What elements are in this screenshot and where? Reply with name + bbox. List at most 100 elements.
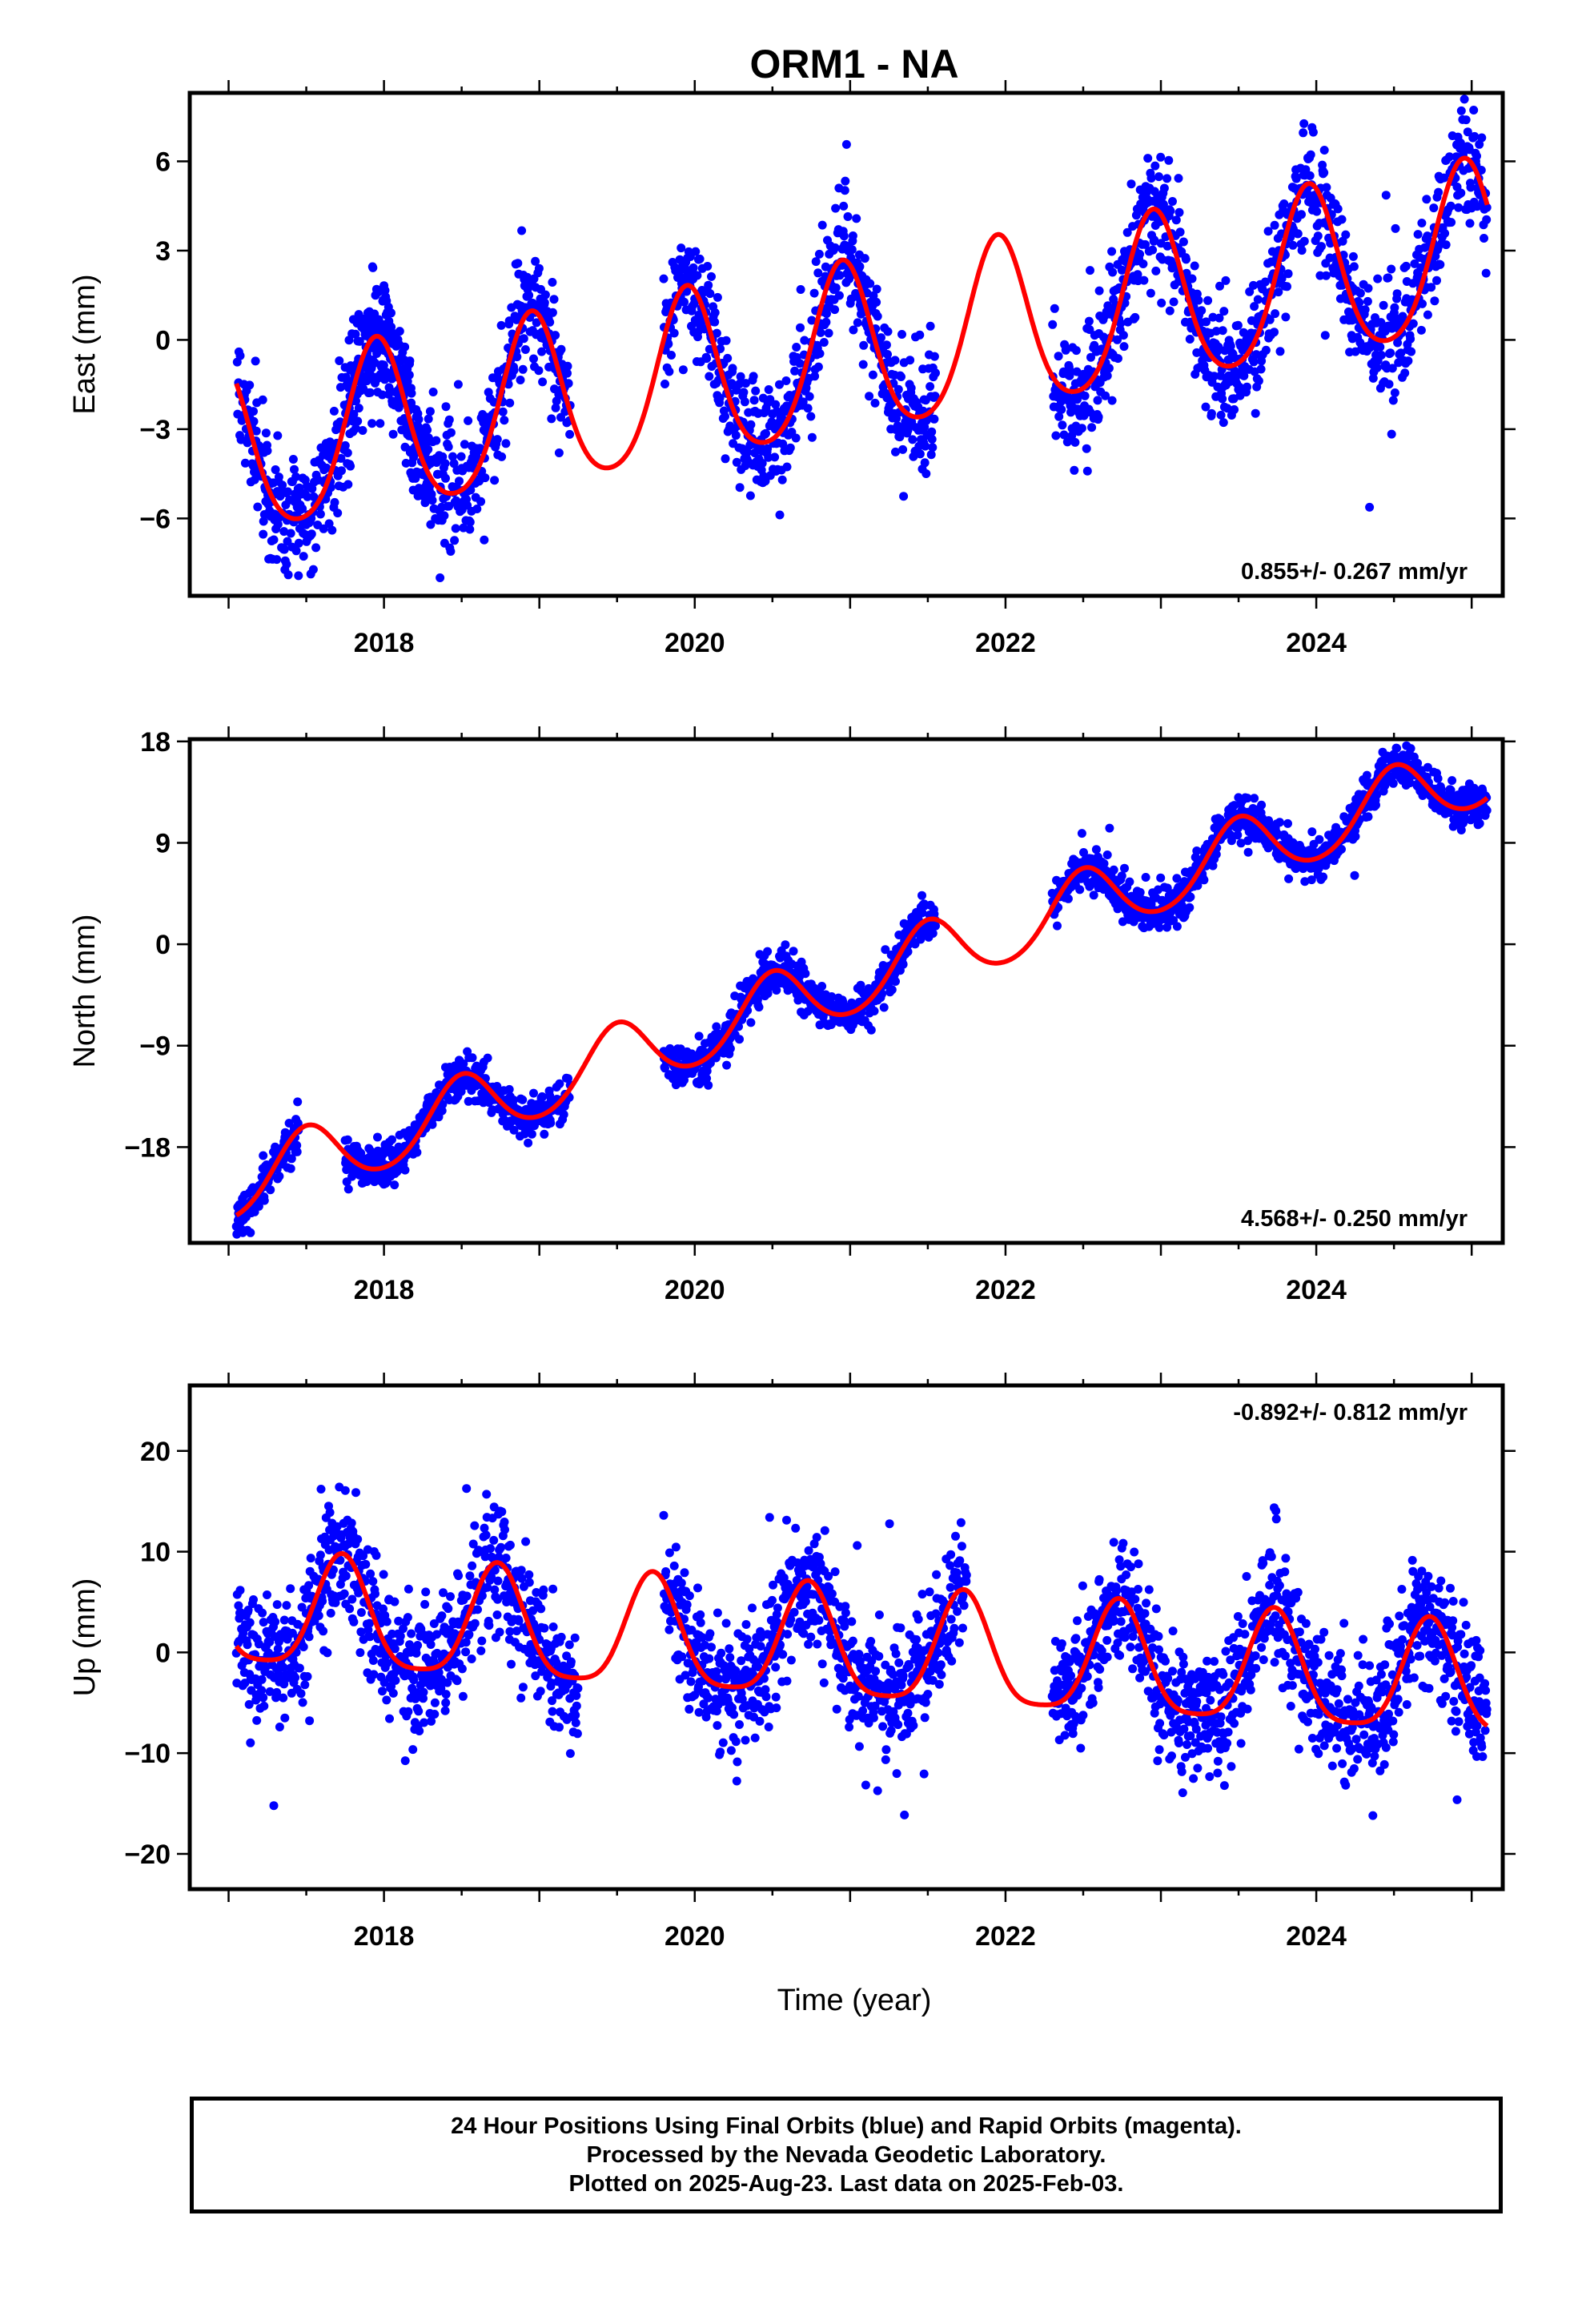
data-point <box>1058 420 1067 430</box>
data-point <box>1408 319 1418 328</box>
data-point <box>1070 437 1080 447</box>
data-point <box>1297 246 1307 255</box>
data-point <box>330 497 339 507</box>
data-point <box>387 1135 396 1144</box>
data-point <box>315 1550 325 1560</box>
data-point <box>245 380 255 390</box>
data-point <box>1396 348 1406 358</box>
y-tick-label: 0 <box>155 930 171 960</box>
data-point <box>292 1140 302 1150</box>
y-axis-label: North (mm) <box>68 914 102 1068</box>
data-point <box>865 392 874 401</box>
data-point <box>325 1508 335 1518</box>
data-point <box>288 455 298 464</box>
data-point <box>517 226 527 235</box>
data-point <box>259 1151 268 1160</box>
data-point <box>1077 829 1086 838</box>
data-point <box>736 372 745 381</box>
data-point <box>428 1120 437 1129</box>
data-point <box>665 367 674 376</box>
data-point <box>380 286 390 296</box>
data-point <box>1187 274 1197 283</box>
data-point <box>501 439 511 448</box>
data-point <box>1133 270 1142 279</box>
data-point <box>732 457 741 467</box>
data-point <box>1400 368 1410 378</box>
plot-area <box>231 1482 1492 1820</box>
data-point <box>1171 215 1181 225</box>
data-point <box>343 1135 352 1144</box>
data-point <box>1243 794 1252 803</box>
data-point <box>1249 357 1259 367</box>
data-point <box>1482 806 1492 815</box>
data-point <box>1126 179 1136 189</box>
data-point <box>465 525 475 534</box>
data-point <box>1108 267 1118 277</box>
data-point <box>1067 431 1077 440</box>
data-point <box>1265 315 1275 324</box>
data-point <box>745 491 755 501</box>
data-point <box>428 388 438 396</box>
data-point <box>512 352 522 362</box>
data-point <box>509 1125 519 1135</box>
data-point <box>694 1031 704 1041</box>
data-point <box>795 359 805 368</box>
data-point <box>1089 891 1098 900</box>
data-point <box>1271 309 1280 319</box>
data-point <box>763 444 773 453</box>
data-point <box>354 404 363 413</box>
data-point <box>1456 106 1466 115</box>
data-point <box>534 366 544 376</box>
data-point <box>273 431 283 440</box>
data-point <box>1481 268 1491 278</box>
data-point <box>1172 874 1182 883</box>
data-point <box>1219 418 1228 428</box>
data-point <box>1203 296 1213 305</box>
data-point <box>749 372 758 381</box>
data-point <box>412 1148 422 1157</box>
data-point <box>549 295 559 304</box>
data-point <box>532 318 541 328</box>
data-point <box>259 1701 269 1711</box>
data-point <box>764 452 773 462</box>
data-point <box>497 452 507 461</box>
data-point <box>843 212 853 221</box>
data-point <box>368 263 378 272</box>
data-point <box>345 429 355 439</box>
data-point <box>272 555 282 565</box>
data-point <box>751 386 761 396</box>
data-point <box>464 1096 473 1106</box>
data-point <box>1263 227 1273 236</box>
data-point <box>1461 115 1471 125</box>
data-point <box>291 546 301 556</box>
data-point <box>771 400 781 409</box>
data-point <box>1441 240 1451 250</box>
data-point <box>866 1025 876 1035</box>
data-point <box>1162 883 1172 893</box>
data-point <box>870 398 880 408</box>
data-point <box>280 1713 290 1723</box>
data-point <box>1148 245 1158 255</box>
data-point <box>1261 345 1271 355</box>
data-point <box>437 1106 447 1116</box>
data-point <box>1094 412 1103 422</box>
data-point <box>877 333 885 343</box>
data-point <box>422 480 432 489</box>
data-point <box>798 397 808 407</box>
data-point <box>286 1164 295 1173</box>
data-point <box>563 368 572 378</box>
data-point <box>407 388 416 398</box>
data-point <box>792 343 801 352</box>
data-point <box>1146 288 1155 298</box>
data-point <box>538 1092 548 1102</box>
data-point <box>1182 268 1191 278</box>
chart-title: ORM1 - NA <box>749 42 958 86</box>
data-point <box>534 263 544 273</box>
data-point <box>1373 274 1383 283</box>
data-point <box>809 288 819 298</box>
data-point <box>249 416 259 426</box>
data-point <box>707 271 716 281</box>
data-point <box>928 929 938 938</box>
data-point <box>1417 219 1427 227</box>
data-point <box>781 940 790 950</box>
